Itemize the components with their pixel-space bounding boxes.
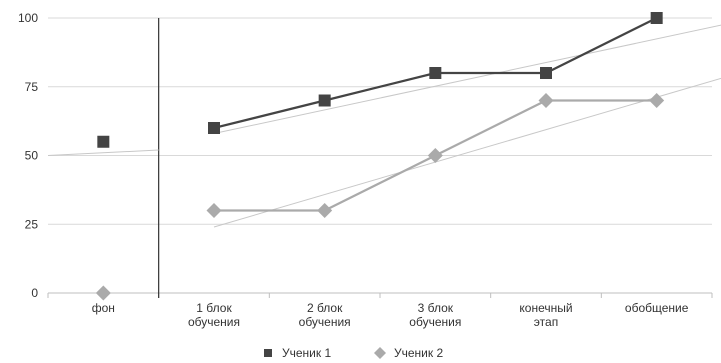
x-tick-label: фон	[92, 301, 115, 315]
x-axis: фон 1 блок обучения 2 блок обучения 3 блок обу…	[47, 18, 713, 329]
trend-lines	[47, 24, 721, 228]
data-point	[538, 93, 554, 108]
data-point	[429, 67, 442, 79]
data-point	[208, 122, 220, 134]
legend-label: Ученик 1	[282, 346, 331, 360]
data-point	[427, 148, 443, 163]
trend-line	[213, 77, 721, 228]
data-point	[317, 203, 333, 218]
x-tick-label: обобщение	[625, 301, 689, 315]
data-series	[95, 12, 665, 301]
legend: Ученик 1 Ученик 2	[264, 346, 443, 360]
y-tick-label: 25	[25, 217, 39, 231]
legend-marker	[374, 347, 386, 359]
data-point	[206, 203, 222, 218]
y-axis: 0 25 50 75 100	[18, 11, 38, 300]
legend-marker	[264, 349, 272, 357]
data-point	[540, 67, 552, 79]
x-tick-label: 1 блок обучения	[188, 301, 240, 329]
y-tick-label: 50	[25, 149, 39, 163]
x-tick-label: 2 блок обучения	[299, 301, 351, 329]
data-point	[649, 93, 665, 108]
trend-line	[213, 24, 721, 134]
data-point	[95, 285, 111, 301]
x-tick-label: конечный этап	[519, 301, 572, 329]
y-tick-label: 100	[18, 11, 38, 25]
baseline-trend-line	[47, 149, 159, 156]
x-tick-label: 3 блок обучения	[409, 301, 461, 329]
data-point	[318, 94, 331, 107]
data-point	[650, 12, 663, 24]
data-point	[97, 135, 110, 148]
legend-label: Ученик 2	[394, 346, 443, 360]
grid-lines	[48, 17, 712, 225]
y-tick-label: 75	[25, 80, 39, 94]
y-tick-label: 0	[31, 286, 38, 300]
